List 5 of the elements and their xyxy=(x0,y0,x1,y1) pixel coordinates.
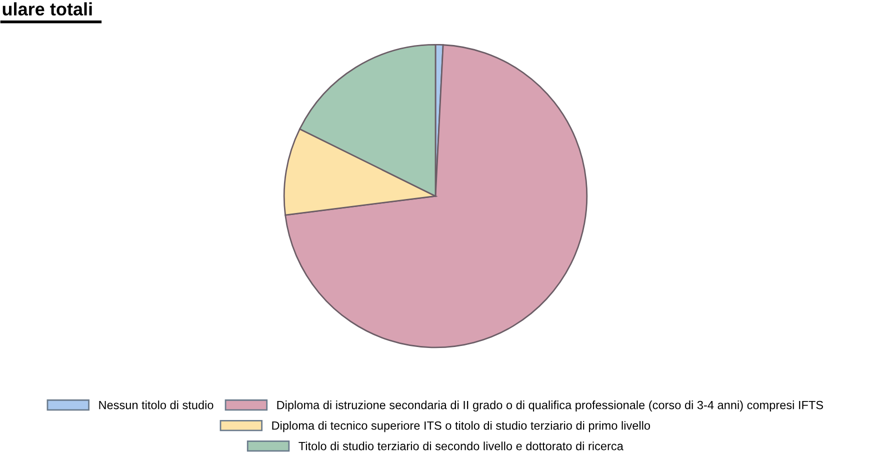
chart-title: ulare totali xyxy=(2,2,92,16)
legend-label: Diploma di tecnico superiore ITS o titolo di studio terziario di primo livello xyxy=(272,421,650,432)
legend-label: Diploma di istruzione secondaria di II grado o di qualifica professionale (corso di 3-4 anni) compresi IFTS xyxy=(277,400,824,412)
legend-label: Nessun titolo di studio xyxy=(99,400,214,410)
legend-label: Titolo di studio terziario di secondo livello e dottorato di ricerca xyxy=(298,442,624,450)
